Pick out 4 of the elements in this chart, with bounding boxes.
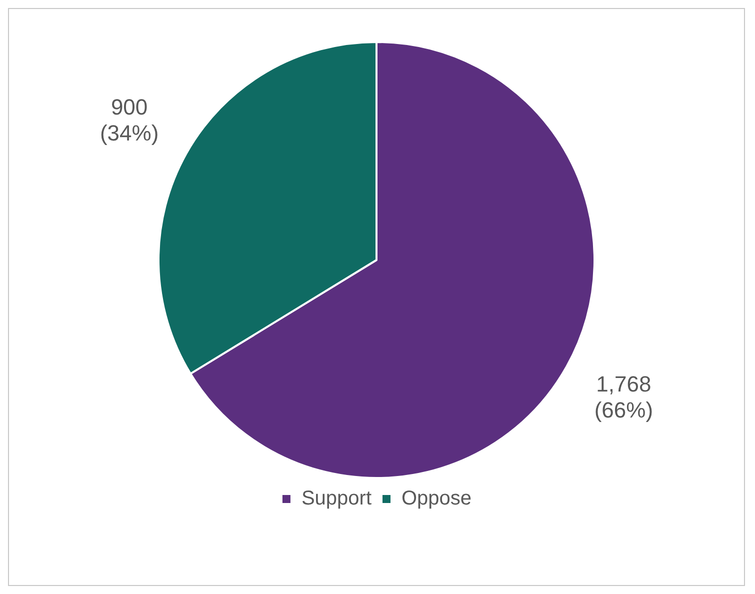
- data-label: 900 (34%): [100, 94, 159, 146]
- legend-label: Support: [301, 488, 372, 510]
- legend-label: Oppose: [402, 488, 472, 510]
- data-label: 1,768 (66%): [594, 372, 654, 423]
